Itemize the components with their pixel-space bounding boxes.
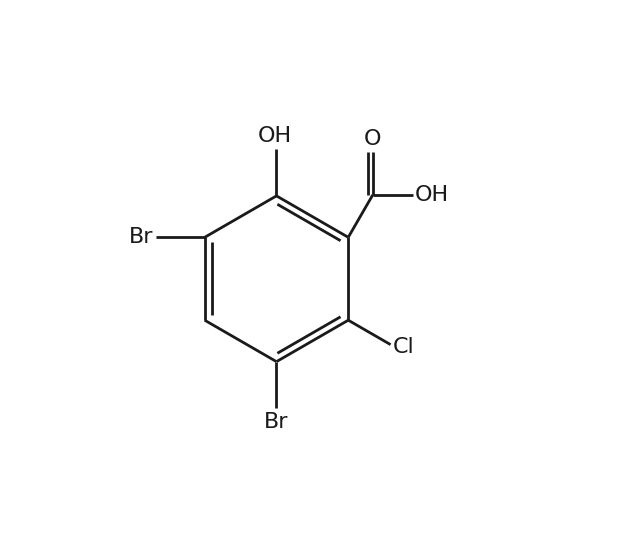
Text: Br: Br: [129, 227, 154, 247]
Text: Cl: Cl: [393, 337, 415, 357]
Text: OH: OH: [258, 126, 291, 146]
Text: OH: OH: [415, 185, 449, 205]
Text: O: O: [364, 129, 381, 149]
Text: Br: Br: [265, 412, 289, 432]
